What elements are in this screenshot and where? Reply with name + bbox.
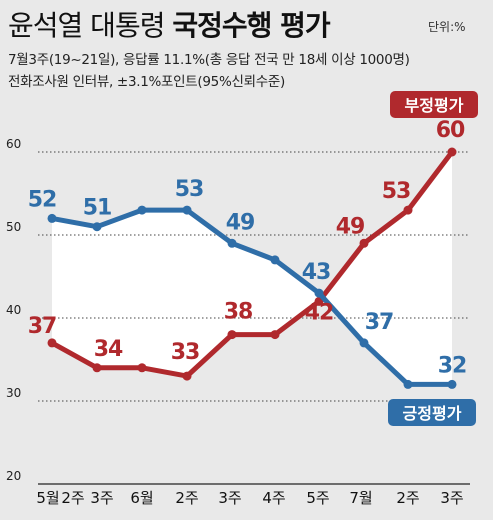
negative-point xyxy=(403,205,413,215)
negative-line xyxy=(49,149,455,379)
x-tick-label: 5주 xyxy=(306,489,329,507)
x-tick-label: 3주 xyxy=(440,489,463,507)
positive-legend-badge xyxy=(388,399,476,426)
subtitle-survey-info: 7월3주(19~21일), 응답률 11.1%(총 응답 전국 만 18세 이상… xyxy=(8,52,410,68)
x-tick-label: 6월 xyxy=(130,489,153,507)
negative-data-label: 37 xyxy=(28,314,57,339)
positive-line xyxy=(49,207,455,387)
positive-point xyxy=(403,379,413,389)
title-normal: 윤석열 대통령 xyxy=(8,9,165,42)
positive-point xyxy=(359,338,369,348)
negative-legend-label: 부정평가 xyxy=(405,96,464,115)
negative-data-label: 38 xyxy=(224,300,253,325)
chart-header: 윤석열 대통령 국정수행 평가 단위:% 7월3주(19~21일), 응답률 1… xyxy=(0,0,493,100)
negative-point xyxy=(447,147,457,157)
title-bold: 국정수행 평가 xyxy=(172,9,330,42)
positive-data-label: 51 xyxy=(83,196,112,221)
y-tick-label: 50 xyxy=(6,220,21,234)
negative-point xyxy=(359,238,369,248)
positive-data-label: 37 xyxy=(365,310,394,335)
positive-point xyxy=(447,379,457,389)
unit-label: 단위:% xyxy=(428,20,466,34)
positive-data-label: 53 xyxy=(175,177,204,202)
y-tick-label: 30 xyxy=(6,386,21,400)
positive-point xyxy=(182,205,192,215)
x-tick-label: 3주 xyxy=(90,489,113,507)
negative-legend-badge xyxy=(390,91,478,118)
y-tick-label: 40 xyxy=(6,303,21,317)
negative-point xyxy=(182,371,192,381)
y-tick-label: 20 xyxy=(6,469,21,483)
positive-point xyxy=(137,205,147,215)
negative-point xyxy=(137,363,147,373)
positive-legend-label: 긍정평가 xyxy=(403,404,462,423)
positive-data-label: 32 xyxy=(438,353,467,378)
positive-data-label: 52 xyxy=(28,187,57,212)
negative-point xyxy=(227,330,237,340)
positive-point xyxy=(227,238,237,248)
x-tick-label: 5월 xyxy=(36,489,59,507)
x-tick-label: 2주 xyxy=(61,489,84,507)
positive-data-label: 49 xyxy=(226,210,255,235)
negative-data-label: 60 xyxy=(436,118,465,143)
x-tick-label: 2주 xyxy=(175,489,198,507)
negative-data-label: 33 xyxy=(171,340,200,365)
positive-point xyxy=(314,288,324,298)
positive-point xyxy=(92,222,102,232)
positive-point xyxy=(47,213,57,223)
x-tick-label: 2주 xyxy=(396,489,419,507)
negative-data-label: 34 xyxy=(94,337,123,362)
x-tick-label: 7월 xyxy=(349,489,372,507)
y-tick-label: 60 xyxy=(6,137,21,151)
negative-data-label: 53 xyxy=(382,179,411,204)
negative-point xyxy=(92,363,102,373)
negative-point xyxy=(47,338,57,348)
negative-data-label: 42 xyxy=(305,300,334,325)
x-tick-label: 3주 xyxy=(218,489,241,507)
negative-point xyxy=(270,330,280,340)
chart-title: 윤석열 대통령 국정수행 평가 xyxy=(8,4,331,44)
negative-data-label: 49 xyxy=(336,214,365,239)
x-tick-label: 4주 xyxy=(262,489,285,507)
subtitle-method: 전화조사원 인터뷰, ±3.1%포인트(95%신뢰수준) xyxy=(8,74,285,90)
positive-data-label: 43 xyxy=(302,260,331,285)
positive-point xyxy=(270,255,280,265)
